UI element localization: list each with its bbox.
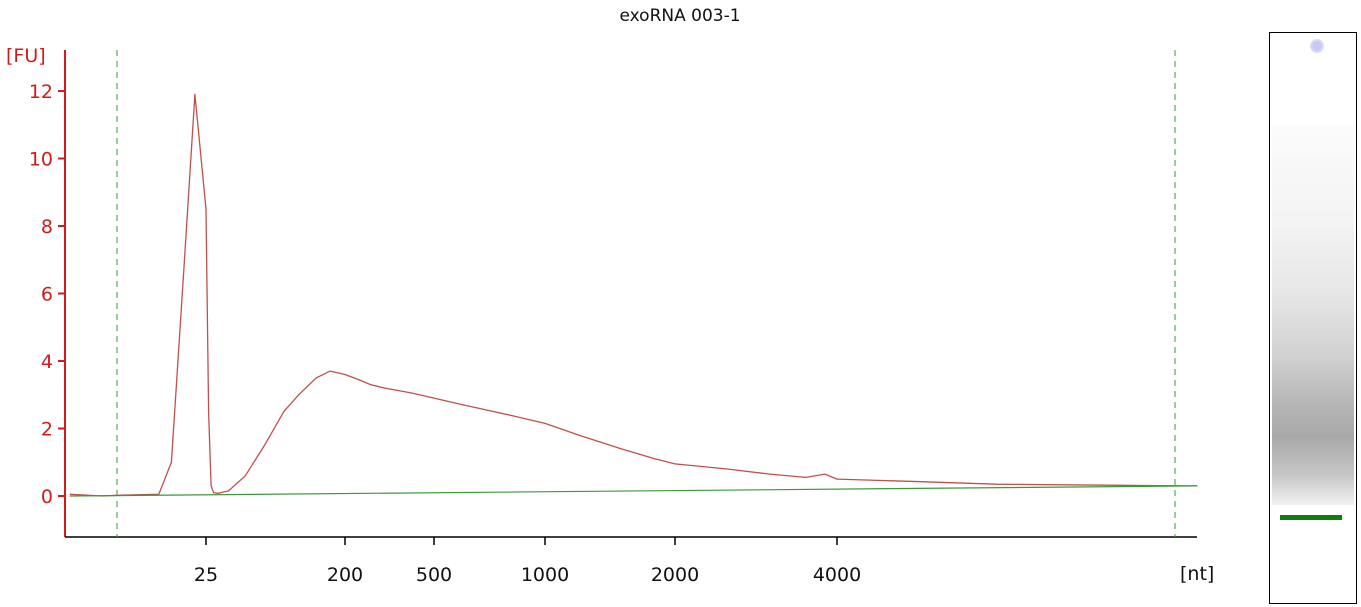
trace-point (244, 475, 246, 477)
trace-point (769, 473, 771, 475)
trace-point (462, 404, 464, 406)
trace-point (227, 490, 230, 492)
trace-point (995, 483, 997, 485)
y-tick-label: 10 (29, 149, 53, 171)
trace-point (217, 492, 219, 494)
y-tick-label: 4 (41, 351, 53, 373)
trace-point (383, 387, 385, 389)
trace-point (369, 384, 372, 386)
y-tick-label: 6 (41, 284, 53, 306)
y-tick-label: 0 (41, 486, 53, 508)
gel-lane-image (1269, 32, 1357, 604)
trace-point (298, 394, 300, 396)
x-tick-label: 1000 (521, 564, 569, 586)
trace-point (824, 473, 826, 475)
x-axis-unit-label: [nt] (1180, 563, 1214, 585)
trace-point (315, 377, 317, 379)
y-tick-label: 2 (41, 419, 53, 441)
trace-point (69, 493, 71, 495)
trace-point (182, 276, 184, 278)
trace-point (329, 370, 331, 372)
trace-point (411, 392, 413, 394)
trace-point (344, 373, 346, 376)
gel-marker-band (1280, 515, 1342, 520)
trace-point (620, 448, 622, 450)
trace-point (210, 485, 212, 487)
x-tick-label: 4000 (813, 564, 861, 586)
chart-title: exoRNA 003-1 (619, 6, 741, 26)
trace-point (654, 458, 656, 460)
trace-point (836, 478, 838, 480)
series-layer (69, 93, 1198, 497)
axes: 0 2 4 6 8 10 12 25 200 500 1000 2000 4000 (29, 50, 1197, 586)
y-tick-label: 12 (29, 81, 53, 103)
trace-point (170, 461, 172, 463)
marker-lines (116, 50, 1176, 537)
trace-point (1108, 484, 1110, 486)
x-tick-label: 25 (194, 564, 218, 586)
y-axis-unit-label: [FU] (6, 45, 46, 67)
trace-point (358, 379, 360, 381)
trace-point (805, 476, 807, 478)
trace-point (674, 463, 676, 465)
trace-point (508, 414, 510, 416)
gel-smear (1272, 125, 1354, 505)
trace-point (726, 468, 728, 470)
x-tick-label: 500 (416, 564, 452, 586)
trace-point (263, 444, 266, 446)
trace-point (208, 411, 210, 413)
gel-well (1310, 39, 1324, 53)
fluorescence-trace (69, 93, 1198, 497)
trace-point (544, 422, 546, 424)
trace-point (205, 208, 207, 210)
trace-point (158, 493, 160, 495)
trace-point (433, 397, 435, 399)
trace-point (924, 481, 926, 483)
baseline-point (69, 495, 71, 497)
trace-point (194, 93, 196, 95)
x-tick-label: 200 (327, 564, 363, 586)
y-tick-label: 8 (41, 216, 53, 238)
electropherogram-chart: 0 2 4 6 8 10 12 25 200 500 1000 2000 4000 [FU] [nt] (6, 45, 1214, 586)
baseline-point (1196, 485, 1198, 487)
x-tick-label: 2000 (651, 564, 699, 586)
trace-point (283, 411, 285, 413)
baseline-line (69, 485, 1198, 497)
trace-point (578, 434, 580, 436)
trace-point (213, 492, 215, 494)
